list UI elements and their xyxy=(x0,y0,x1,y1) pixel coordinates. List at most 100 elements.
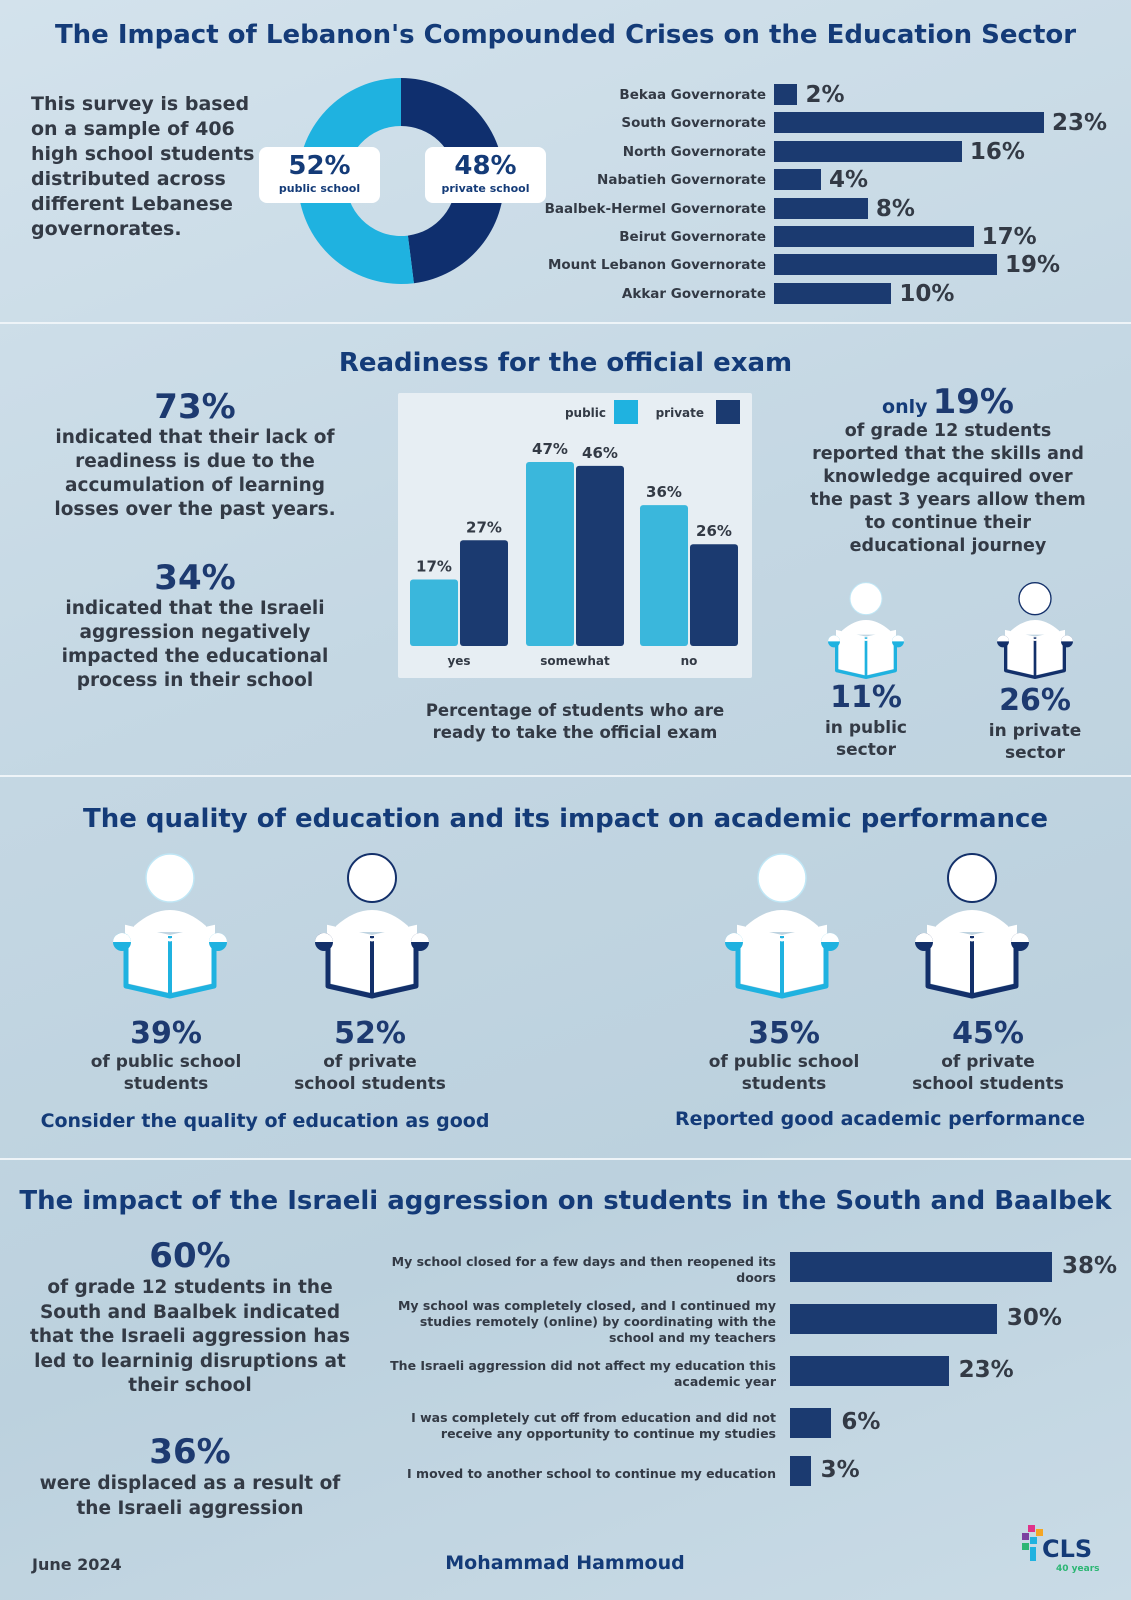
readiness-chart-svg: public private 17% 27% yes 47% 46% somewhat 36% 2… xyxy=(410,400,740,668)
aggression-item-label: The Israeli aggression did not affect my… xyxy=(390,1358,776,1389)
aggression-title: The impact of the Israeli aggression on … xyxy=(19,1186,1112,1216)
intro-text: This survey is based on a sample of 406 … xyxy=(31,93,255,240)
aggression-item-label: My school was completely closed, and I c… xyxy=(397,1298,776,1345)
governorate-label: Bekaa Governorate xyxy=(619,87,766,103)
performance-public-value: 35% xyxy=(748,1016,820,1051)
reader-quality-public-icon xyxy=(100,850,240,1000)
stat-60-text: of grade 12 students in the South and Ba… xyxy=(30,1277,350,1396)
main-title: The Impact of Lebanon's Compounded Crise… xyxy=(54,20,1077,50)
legend-public-swatch xyxy=(614,400,638,424)
public-school-value: 52% xyxy=(288,151,351,181)
reader-public-icon xyxy=(822,580,910,680)
stat-34-text: indicated that the Israeli aggression ne… xyxy=(61,598,329,691)
readiness-bar-private xyxy=(690,544,738,646)
stat-36-value: 36% xyxy=(149,1432,231,1472)
quality-public-label: of public school students xyxy=(90,1052,242,1094)
public-school-badge: 52% public school xyxy=(259,147,380,203)
stat-73-text: indicated that their lack of readiness i… xyxy=(54,427,336,520)
stat-36-text: were displaced as a result of the Israel… xyxy=(39,1473,341,1519)
aggression-item-label: I moved to another school to continue my… xyxy=(407,1466,776,1481)
readiness-bar-private xyxy=(576,465,624,646)
school-donut-chart xyxy=(296,76,506,286)
aggression-value: 38% xyxy=(1062,1253,1118,1279)
readiness-bar-value: 26% xyxy=(696,522,732,540)
governorate-bar xyxy=(774,112,1044,134)
governorate-bar xyxy=(774,282,892,304)
governorate-bar xyxy=(774,84,798,105)
aggression-bar-chart: My school closed for a few days and then… xyxy=(390,1252,1120,1506)
readiness-bar-value: 17% xyxy=(416,557,452,575)
governorate-label: Beirut Governorate xyxy=(619,229,766,245)
readiness-bar-value: 47% xyxy=(532,440,568,458)
governorate-value: 10% xyxy=(899,280,955,307)
readiness-category-label: no xyxy=(681,654,698,668)
aggression-bar xyxy=(790,1408,832,1438)
performance-private-label: of private school students xyxy=(912,1052,1064,1094)
section-divider xyxy=(0,1158,1131,1160)
section-divider xyxy=(0,775,1131,777)
performance-caption: Reported good academic performance xyxy=(674,1108,1086,1130)
governorate-bar xyxy=(774,254,998,276)
public-sector-label: in public sector xyxy=(824,718,908,760)
aggression-value: 3% xyxy=(820,1457,860,1483)
grade12-stat: only 19% xyxy=(798,382,1098,422)
governorate-value: 2% xyxy=(805,82,845,108)
cls-logo-text: CLS xyxy=(1042,1535,1093,1563)
governorate-label: Mount Lebanon Governorate xyxy=(547,257,766,274)
donut-slice-private xyxy=(401,78,505,284)
private-school-badge: 48% private school xyxy=(425,147,546,203)
governorate-label: North Governorate xyxy=(622,143,766,160)
governorate-bar xyxy=(774,226,974,247)
donut-svg xyxy=(298,78,505,284)
readiness-bar-value: 36% xyxy=(646,483,682,501)
governorate-value: 17% xyxy=(981,224,1037,250)
governorate-value: 19% xyxy=(1005,252,1061,279)
readiness-chart-caption: Percentage of students who are ready to … xyxy=(425,701,725,742)
legend-public-label: public xyxy=(565,406,606,420)
performance-private-value: 45% xyxy=(952,1016,1024,1051)
governorate-value: 23% xyxy=(1052,110,1108,137)
public-school-label: public school xyxy=(278,182,361,195)
governorate-value: 16% xyxy=(969,138,1025,165)
performance-public-label: of public school students xyxy=(708,1052,860,1094)
public-sector-value: 11% xyxy=(830,680,902,715)
footer-date: June 2024 xyxy=(32,1555,122,1574)
governorate-bar xyxy=(774,169,821,191)
section-divider xyxy=(0,322,1131,324)
aggression-bar xyxy=(790,1356,949,1386)
governorate-label: Akkar Governorate xyxy=(621,285,766,302)
reader-quality-private-icon xyxy=(302,850,442,1000)
footer-author: Mohammad Hammoud xyxy=(445,1552,685,1574)
governorate-bar xyxy=(774,197,868,219)
readiness-bar-public xyxy=(526,462,574,646)
reader-performance-private-icon xyxy=(902,850,1042,1000)
readiness-bar-value: 46% xyxy=(582,444,618,462)
quality-caption: Consider the quality of education as goo… xyxy=(40,1110,490,1132)
stat-60-value: 60% xyxy=(149,1236,231,1276)
readiness-bar-public xyxy=(640,505,688,646)
grade12-text: of grade 12 students reported that the s… xyxy=(810,421,1086,556)
legend-private-label: private xyxy=(656,406,704,420)
governorate-value: 8% xyxy=(875,195,915,222)
governorate-bar xyxy=(774,140,962,162)
private-sector-value: 26% xyxy=(999,683,1071,718)
reader-private-icon xyxy=(991,580,1079,680)
donut-slice-public xyxy=(298,78,414,284)
cls-logo-subtext: 40 years xyxy=(1056,1564,1100,1574)
readiness-chart-card: public private 17% 27% yes 47% 46% somewhat 36% 2… xyxy=(398,393,752,678)
aggression-value: 6% xyxy=(841,1409,881,1435)
stat-34-value: 34% xyxy=(154,558,236,598)
readiness-category-label: yes xyxy=(447,654,470,668)
stat-73-value: 73% xyxy=(154,387,236,427)
aggression-item-label: My school closed for a few days and then… xyxy=(391,1254,776,1285)
governorate-bar-chart: Bekaa Governorate 2% South Governorate 23% N… xyxy=(520,82,1120,314)
quality-public-value: 39% xyxy=(130,1016,202,1051)
governorate-label: Baalbek-Hermel Governorate xyxy=(544,200,766,217)
private-school-value: 48% xyxy=(454,151,517,181)
cls-logo-mark xyxy=(1022,1525,1043,1561)
quality-private-value: 52% xyxy=(334,1016,406,1051)
aggression-bar xyxy=(790,1304,997,1334)
aggression-value: 23% xyxy=(958,1357,1014,1383)
aggression-value: 30% xyxy=(1006,1305,1062,1331)
cls-logo: CLS 40 years xyxy=(1016,1525,1116,1585)
